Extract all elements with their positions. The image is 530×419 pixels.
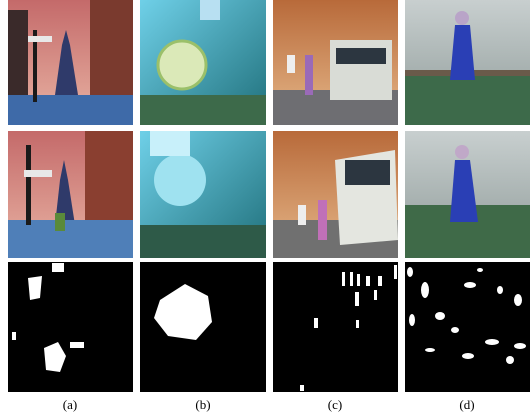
- image-b1: [140, 0, 266, 125]
- image-c1: [273, 0, 398, 125]
- panel-label: (c): [328, 397, 342, 412]
- mask-a: [8, 262, 133, 392]
- image-b2: [140, 131, 266, 258]
- panel-label: (a): [63, 397, 77, 412]
- image-d1: [405, 0, 530, 125]
- image-c2: [273, 131, 398, 258]
- mask-c: [273, 262, 398, 392]
- image-a2: [8, 131, 133, 258]
- image-a1: [8, 0, 133, 125]
- mask-d: [405, 262, 530, 392]
- image-d2: [405, 131, 530, 258]
- panel-label: (d): [459, 397, 474, 412]
- panel-label: (b): [195, 397, 210, 412]
- mask-b: [140, 262, 266, 392]
